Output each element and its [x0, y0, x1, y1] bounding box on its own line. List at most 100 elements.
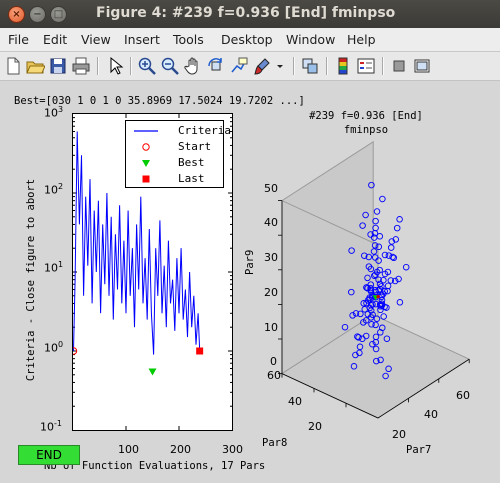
window-maximize-button[interactable]: □ — [50, 6, 67, 23]
menu-window[interactable]: Window — [286, 32, 336, 47]
menu-help[interactable]: Help — [347, 32, 376, 47]
scatter-point — [391, 277, 399, 285]
show-tools-icon[interactable] — [412, 56, 432, 76]
scatter3d-plot — [278, 140, 471, 419]
menu-tools[interactable]: Tools — [173, 32, 204, 47]
rotate-icon[interactable] — [206, 56, 226, 76]
scatter-point — [367, 307, 375, 314]
zoom-out-icon[interactable] — [160, 56, 180, 76]
x3tick-60: 60 — [456, 389, 470, 402]
xtick-100: 100 — [118, 443, 139, 456]
menu-bar: File Edit View Insert Tools Desktop Wind… — [0, 28, 500, 52]
scatter-point — [387, 244, 395, 251]
y3tick-60: 60 — [267, 369, 281, 382]
scatter-point — [375, 276, 382, 283]
menu-view[interactable]: View — [81, 32, 111, 47]
scatter-point — [359, 335, 366, 343]
scatter-point — [396, 216, 403, 223]
new-figure-icon[interactable] — [3, 56, 23, 76]
legend-last: Last — [130, 172, 220, 186]
brush-dropdown-icon[interactable] — [274, 56, 286, 76]
scatter-point — [341, 323, 349, 331]
scatter-point — [350, 363, 358, 370]
scatter-title-line2: fminpso — [343, 124, 389, 136]
scatter-point — [365, 263, 373, 270]
scatter-point — [393, 224, 401, 232]
scatter-point — [377, 356, 384, 364]
scatter-point — [384, 282, 392, 290]
scatter-point — [373, 315, 381, 322]
scatter-point — [379, 324, 386, 332]
ytick-0.1: 10-1 — [40, 419, 62, 434]
scatter-point — [372, 300, 380, 308]
hide-tools-icon[interactable] — [389, 56, 409, 76]
scatter-point — [365, 253, 373, 261]
ztick-20: 20 — [264, 286, 278, 299]
y3tick-40: 40 — [288, 395, 302, 408]
scatter-point — [356, 343, 364, 351]
scatter-point — [372, 217, 379, 225]
scatter-point — [363, 299, 370, 307]
brush-icon[interactable] — [252, 56, 272, 76]
best-parameters-text: Best=[030 1 0 1 0 35.8969 17.5024 19.720… — [14, 95, 305, 107]
legend-icon[interactable] — [356, 56, 376, 76]
scatter-point — [372, 271, 379, 278]
scatter-point — [371, 242, 379, 249]
scatter-point — [373, 357, 380, 365]
scatter-point — [375, 243, 383, 251]
scatter-point — [380, 276, 387, 284]
pan-icon[interactable] — [183, 56, 203, 76]
data-cursor-icon[interactable] — [229, 56, 249, 76]
save-icon[interactable] — [48, 56, 68, 76]
scatter-point — [388, 238, 396, 245]
legend-criteria: Criteria — [134, 124, 231, 137]
ytick-100: 102 — [44, 182, 64, 197]
scatter-point — [385, 252, 393, 259]
menu-edit[interactable]: Edit — [43, 32, 68, 47]
menu-desktop[interactable]: Desktop — [221, 32, 273, 47]
xtick-200: 200 — [170, 443, 191, 456]
figure-toolbar — [0, 52, 500, 81]
ztick-50: 50 — [264, 182, 278, 195]
scatter-point — [348, 288, 355, 296]
scatter-point — [369, 301, 376, 308]
colorbar-icon[interactable] — [333, 56, 353, 76]
scatter-point — [362, 317, 370, 324]
scatter-point — [376, 266, 383, 274]
end-button[interactable]: END — [18, 445, 80, 465]
y3tick-20: 20 — [308, 420, 322, 433]
menu-insert[interactable]: Insert — [124, 32, 160, 47]
window-title: Figure 4: #239 f=0.936 [End] fminpso — [96, 5, 396, 21]
criteria-legend[interactable]: Criteria Start Best Last — [125, 120, 231, 188]
scatter-point — [372, 333, 380, 341]
scatter-point — [367, 286, 374, 294]
scatter-point — [383, 335, 391, 342]
scatter-point — [389, 253, 396, 261]
zoom-in-icon[interactable] — [137, 56, 157, 76]
criteria-plot — [73, 114, 232, 430]
scatter-point — [371, 272, 378, 279]
scatter-point — [376, 280, 384, 288]
menu-file[interactable]: File — [8, 32, 29, 47]
scatter-point — [369, 311, 376, 318]
last-marker — [196, 347, 204, 355]
scatter3d-axes[interactable] — [236, 130, 500, 450]
window-close-button[interactable]: × — [8, 6, 25, 23]
ztick-30: 30 — [264, 251, 278, 264]
scatter-point — [402, 263, 410, 271]
scatter-point — [377, 301, 384, 308]
scatter-point — [376, 233, 384, 240]
ztick-0: 0 — [270, 355, 277, 368]
scatter-point — [392, 236, 400, 243]
ztick-40: 40 — [264, 216, 278, 229]
scatter-point — [385, 365, 392, 373]
print-icon[interactable] — [71, 56, 91, 76]
criteria-ylabel: Criteria - Close figure to abort — [25, 178, 37, 382]
window-titlebar[interactable]: × − □ Figure 4: #239 f=0.936 [End] fminp… — [0, 0, 500, 28]
link-icon[interactable] — [300, 56, 320, 76]
pointer-icon[interactable] — [105, 56, 125, 76]
criteria-line — [73, 131, 201, 355]
window-minimize-button[interactable]: − — [29, 6, 46, 23]
scatter-point — [373, 208, 381, 215]
open-file-icon[interactable] — [25, 56, 45, 76]
